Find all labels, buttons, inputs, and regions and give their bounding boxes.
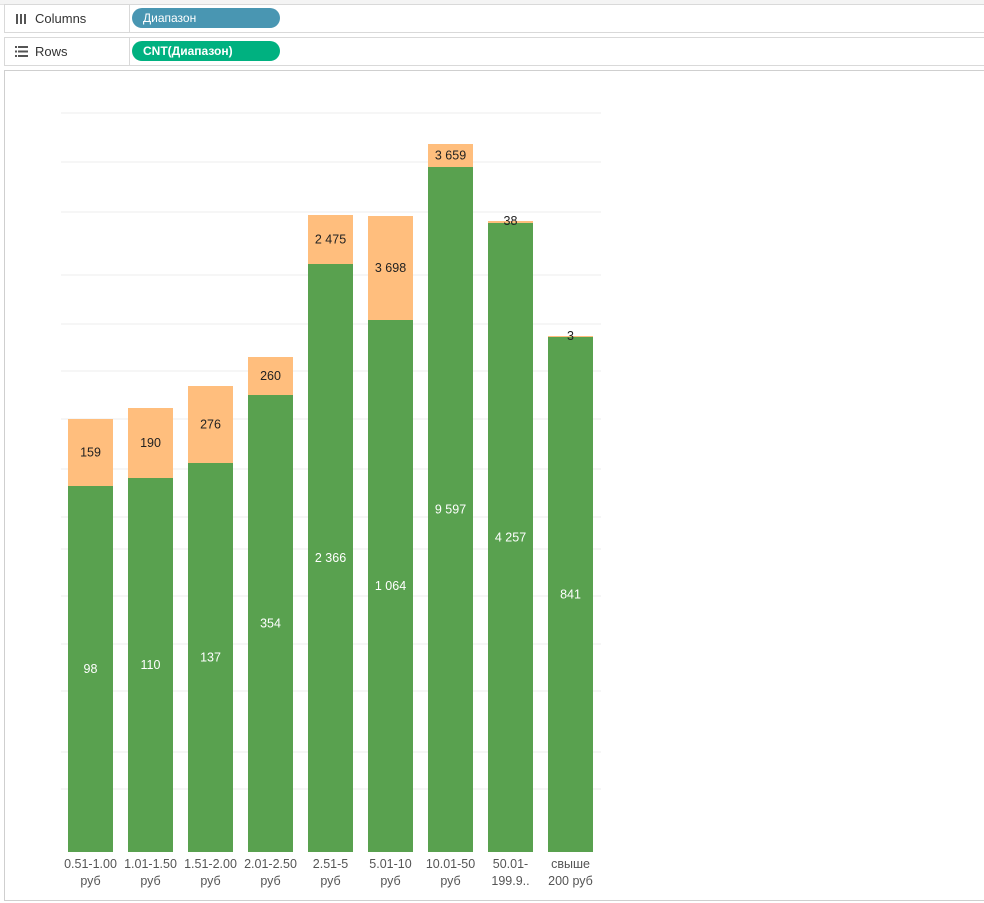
stacked-bar-chart: 98 159 0.51-1.00 руб 110 190 1.01-1.50 руб 137 27… [61, 112, 601, 888]
columns-pill[interactable]: Диапазон [132, 8, 280, 28]
bar-green-1 [128, 478, 173, 852]
rows-shelf-header: Rows [5, 38, 130, 65]
bar-label-green-6: 9 597 [435, 503, 466, 517]
bar-label-green-1: 110 [141, 658, 161, 672]
columns-icon [11, 13, 31, 25]
bar-label-green-5: 1 064 [375, 579, 406, 593]
bar-label-green-8: 841 [560, 588, 581, 602]
x-tick-label-6-0: 10.01-50 [426, 857, 475, 871]
bar-green-4 [308, 264, 353, 852]
bar-orange-4 [308, 215, 353, 264]
bar-orange-5 [368, 216, 413, 320]
columns-shelf-label: Columns [35, 11, 87, 26]
bar-label-green-3: 354 [260, 617, 281, 631]
bar-orange-3 [248, 357, 293, 395]
bar-orange-7 [488, 221, 533, 223]
bar-orange-0 [68, 419, 113, 486]
bar-green-2 [188, 463, 233, 852]
columns-shelf-header: Columns [5, 5, 130, 32]
bar-label-orange-7: 38 [504, 214, 518, 228]
bar-label-orange-4: 2 475 [315, 233, 346, 247]
x-tick-label-4-0: 2.51-5 [313, 857, 348, 871]
bar-orange-6 [428, 144, 473, 167]
x-tick-label-7-0: 50.01- [493, 857, 528, 871]
bar-green-8 [548, 337, 593, 852]
x-tick-label-8-0: свыше [551, 857, 590, 871]
bar-green-7 [488, 223, 533, 852]
bar-label-green-4: 2 366 [315, 551, 346, 565]
bar-label-orange-6: 3 659 [435, 149, 466, 163]
bar-label-green-2: 137 [200, 651, 221, 665]
x-tick-label-3-0: 2.01-2.50 [244, 857, 297, 871]
bar-label-orange-5: 3 698 [375, 261, 406, 275]
x-tick-label-8-1: 200 руб [548, 874, 593, 888]
x-tick-label-5-1: руб [380, 874, 400, 888]
bar-label-orange-8: 3 [567, 329, 574, 343]
rows-pill[interactable]: CNT(Диапазон) [132, 41, 280, 61]
rows-icon [11, 46, 31, 57]
x-tick-label-5-0: 5.01-10 [369, 857, 411, 871]
bar-label-orange-1: 190 [140, 436, 161, 450]
bar-green-5 [368, 320, 413, 852]
bar-orange-8 [548, 336, 593, 337]
x-tick-label-7-1: 199.9.. [491, 874, 529, 888]
bar-label-green-7: 4 257 [495, 531, 526, 545]
x-tick-label-1-1: руб [140, 874, 160, 888]
bar-orange-1 [128, 408, 173, 478]
x-tick-label-1-0: 1.01-1.50 [124, 857, 177, 871]
x-tick-label-0-0: 0.51-1.00 [64, 857, 117, 871]
x-tick-label-6-1: руб [440, 874, 460, 888]
x-tick-label-2-1: руб [200, 874, 220, 888]
bar-label-orange-2: 276 [200, 418, 221, 432]
rows-shelf[interactable]: Rows CNT(Диапазон) [4, 37, 984, 66]
x-tick-label-2-0: 1.51-2.00 [184, 857, 237, 871]
bar-label-green-0: 98 [84, 662, 98, 676]
x-tick-label-0-1: руб [80, 874, 100, 888]
x-tick-label-3-1: руб [260, 874, 280, 888]
bar-green-6 [428, 167, 473, 852]
columns-shelf[interactable]: Columns Диапазон [4, 4, 984, 33]
bar-green-3 [248, 395, 293, 852]
bar-green-0 [68, 486, 113, 852]
bar-label-orange-0: 159 [80, 446, 101, 460]
chart-pane: 98 159 0.51-1.00 руб 110 190 1.01-1.50 руб 137 27… [4, 70, 984, 901]
bar-label-orange-3: 260 [260, 369, 281, 383]
bar-orange-2 [188, 386, 233, 463]
x-tick-label-4-1: руб [320, 874, 340, 888]
rows-shelf-label: Rows [35, 44, 68, 59]
